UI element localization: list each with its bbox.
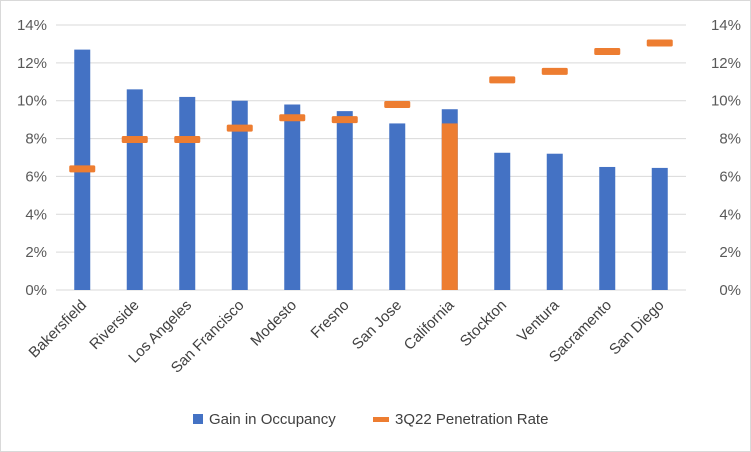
- marker-penetration-rate: [384, 101, 411, 108]
- right-y-tick-label: 8%: [719, 131, 741, 148]
- left-y-tick-label: 8%: [25, 131, 47, 148]
- left-y-tick-label: 4%: [25, 206, 47, 223]
- bar-california-highlight: [441, 123, 458, 290]
- right-y-tick-label: 12%: [711, 55, 741, 72]
- marker-penetration-rate: [69, 165, 96, 173]
- marker-penetration-rate: [646, 39, 673, 47]
- x-tick-label: San Jose: [349, 297, 405, 353]
- x-tick-label: Stockton: [457, 297, 510, 350]
- legend: Gain in Occupancy 3Q22 Penetration Rate: [193, 411, 548, 428]
- gridlines: [56, 24, 686, 291]
- penetration-markers: [69, 39, 673, 173]
- legend-label-gain-in-occupancy: Gain in Occupancy: [209, 411, 336, 428]
- bar-gain-in-occupancy: [231, 100, 248, 290]
- marker-penetration-rate: [541, 67, 568, 75]
- x-tick-label: Fresno: [308, 297, 353, 342]
- occupancy-bars: [74, 49, 668, 290]
- marker-penetration-rate: [594, 48, 621, 55]
- marker-penetration-rate: [174, 136, 201, 144]
- x-tick-label: Modesto: [247, 297, 300, 350]
- right-y-tick-label: 2%: [719, 244, 741, 261]
- x-tick-label: Bakersfield: [26, 297, 90, 361]
- left-y-tick-label: 12%: [17, 55, 47, 72]
- legend-label-penetration-rate: 3Q22 Penetration Rate: [395, 411, 548, 428]
- bar-gain-in-occupancy: [389, 123, 406, 290]
- marker-penetration-rate: [331, 116, 358, 124]
- x-tick-label: Ventura: [514, 296, 563, 345]
- marker-penetration-rate: [226, 124, 253, 132]
- left-y-axis: 0% 2% 4% 6% 8% 10% 12% 14%: [17, 17, 47, 299]
- right-y-tick-label: 4%: [719, 206, 741, 223]
- bar-gain-in-occupancy: [494, 152, 511, 290]
- bar-gain-in-occupancy: [546, 153, 563, 290]
- marker-penetration-rate: [489, 76, 516, 84]
- left-y-tick-label: 10%: [17, 93, 47, 110]
- right-y-tick-label: 0%: [719, 282, 741, 299]
- right-y-tick-label: 14%: [711, 17, 741, 34]
- marker-penetration-rate: [279, 114, 306, 122]
- right-y-axis: 0% 2% 4% 6% 8% 10% 12% 14%: [711, 17, 741, 299]
- left-y-tick-label: 14%: [17, 17, 47, 34]
- bar-gain-in-occupancy: [284, 104, 301, 290]
- right-y-tick-label: 6%: [719, 168, 741, 185]
- bar-gain-in-occupancy: [651, 167, 668, 290]
- left-y-tick-label: 6%: [25, 168, 47, 185]
- legend-swatch-gain-in-occupancy: [193, 414, 203, 424]
- bar-gain-in-occupancy: [126, 89, 143, 290]
- marker-penetration-rate: [121, 136, 148, 144]
- bar-gain-in-occupancy: [336, 111, 353, 290]
- x-tick-label: San Diego: [606, 297, 668, 359]
- right-y-tick-label: 10%: [711, 93, 741, 110]
- left-y-tick-label: 0%: [25, 282, 47, 299]
- bar-gain-in-occupancy: [179, 96, 196, 290]
- left-y-tick-label: 2%: [25, 244, 47, 261]
- legend-swatch-penetration-rate: [373, 417, 389, 422]
- x-tick-label: California: [401, 296, 458, 353]
- bar-gain-in-occupancy: [599, 166, 616, 290]
